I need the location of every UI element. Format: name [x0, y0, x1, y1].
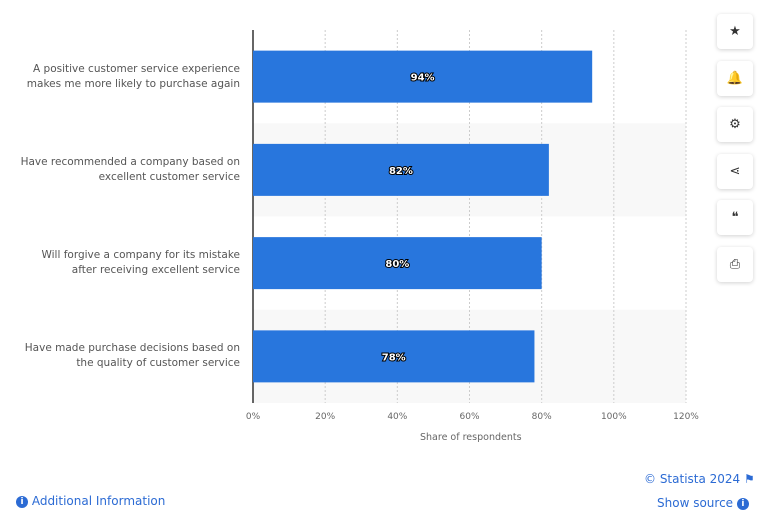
- print-button[interactable]: ⎙: [717, 246, 753, 282]
- share-button[interactable]: ⋖: [717, 153, 753, 189]
- x-tick-label: 120%: [673, 412, 699, 422]
- data-label: 82%: [389, 166, 413, 177]
- bar[interactable]: [253, 143, 549, 196]
- flag-icon: ⚑: [744, 472, 755, 486]
- category-label-line: A positive customer service experience: [33, 62, 240, 75]
- show-source-text: Show source: [657, 496, 734, 510]
- data-label: 78%: [382, 352, 406, 363]
- x-axis-label: Share of respondents: [420, 432, 522, 443]
- info-icon: i: [16, 495, 28, 508]
- gear-icon: ⚙: [729, 117, 741, 132]
- star-button[interactable]: ★: [717, 14, 753, 49]
- copyright-text: © Statista 2024: [644, 472, 741, 486]
- bar[interactable]: [253, 50, 593, 103]
- data-label: 94%: [411, 73, 435, 84]
- x-tick-label: 60%: [459, 412, 480, 422]
- category-label: Have recommended a company based on excel…: [0, 155, 240, 185]
- bell-button[interactable]: 🔔: [717, 60, 753, 96]
- additional-information-text: Additional Information: [31, 494, 166, 508]
- x-tick-label: 20%: [315, 412, 336, 422]
- star-icon: ★: [729, 24, 741, 39]
- category-label-line: excellent customer service: [98, 170, 240, 183]
- x-tick-label: 80%: [531, 412, 552, 422]
- category-label-line: Have made purchase decisions based on: [24, 342, 240, 355]
- bar[interactable]: [253, 237, 542, 290]
- share-icon: ⋖: [729, 163, 741, 179]
- x-tick-label: 100%: [600, 412, 627, 422]
- show-source-link[interactable]: Show source i: [657, 496, 749, 510]
- category-label-line: the quality of customer service: [76, 357, 240, 370]
- category-label: Have made purchase decisions based on the…: [0, 341, 240, 371]
- category-label: Will forgive a company for its mistake af…: [0, 248, 240, 278]
- quote-icon: ❝: [731, 210, 739, 225]
- x-tick-label: 0%: [245, 412, 261, 422]
- bell-icon: 🔔: [726, 70, 744, 86]
- statista-copyright[interactable]: © Statista 2024 ⚑: [644, 472, 755, 486]
- category-label-line: after receiving excellent service: [71, 264, 240, 277]
- x-tick-label: 40%: [387, 412, 408, 422]
- category-label-line: makes me more likely to purchase again: [26, 77, 240, 90]
- gear-button[interactable]: ⚙: [717, 107, 753, 142]
- category-label-line: Have recommended a company based on: [20, 155, 240, 168]
- info-icon: i: [736, 497, 749, 510]
- quote-button[interactable]: ❝: [717, 200, 753, 235]
- additional-information-link[interactable]: i Additional Information: [16, 494, 165, 508]
- category-label-line: Will forgive a company for its mistake: [41, 249, 240, 262]
- category-label: A positive customer service experience ma…: [0, 62, 240, 92]
- data-label: 80%: [385, 259, 409, 270]
- bar[interactable]: [253, 330, 535, 383]
- print-icon: ⎙: [729, 256, 741, 272]
